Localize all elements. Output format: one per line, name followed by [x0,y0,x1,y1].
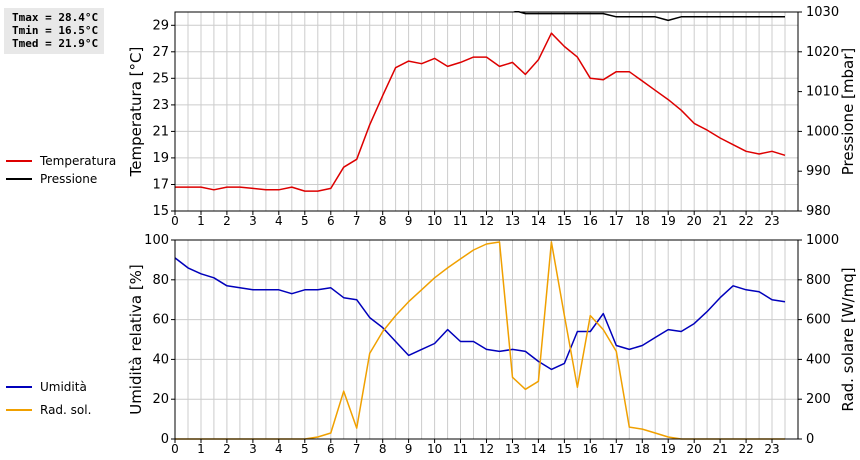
x-tick-label: 14 [531,214,546,228]
legend-label-temperatura: Temperatura [40,154,117,168]
series-line-temperatura [175,32,786,192]
x-tick-label: 5 [301,442,309,456]
y-right-tick-label: 980 [806,204,831,219]
y-tick-label: 15 [152,204,169,219]
x-tick-label: 7 [353,442,361,456]
x-tick-label: 21 [712,442,727,456]
chart-panel-top: 0 1 2 3 4 5 6 7 8 9 10 11 12 13 14 15 16 17 18 19 20 21 22 2315… [127,5,857,228]
y-right-tick-label: 1030 [806,5,839,20]
x-tick-label: 1 [197,442,205,456]
x-tick-label: 11 [453,442,468,456]
x-tick-label: 6 [327,442,335,456]
series-line-pressione [513,11,785,22]
y-right-tick-label: 800 [806,273,831,288]
x-tick-label: 8 [379,214,387,228]
y-right-tick-label: 1010 [806,85,839,100]
x-tick-label: 13 [505,214,520,228]
x-tick-label: 5 [301,214,309,228]
x-tick-label: 9 [405,442,413,456]
y-right-tick-label: 1000 [806,233,839,248]
y-tick-label: 19 [152,151,169,166]
x-tick-label: 19 [661,214,676,228]
y-right-tick-label: 1000 [806,124,839,139]
x-tick-label: 4 [275,442,283,456]
y-right-axis-title: Pressione [mbar] [839,48,857,176]
y-tick-label: 25 [152,71,169,86]
x-tick-label: 16 [583,442,598,456]
stats-box: Tmax = 28.4°C Tmin = 16.5°C Tmed = 21.9°… [4,8,104,54]
y-right-tick-label: 1020 [806,45,839,60]
y-right-axis-title: Rad. solare [W/mq] [839,267,857,411]
y-tick-label: 17 [152,178,169,193]
y-right-tick-label: 200 [806,392,831,407]
chart-panel-bottom: 0 1 2 3 4 5 6 7 8 9 10 11 12 13 14 15 16 17 18 19 20 21 22 2302… [127,233,857,456]
x-tick-label: 12 [479,214,494,228]
x-tick-label: 9 [405,214,413,228]
x-tick-label: 20 [687,442,702,456]
y-axis-title: Temperatura [°C] [127,47,145,178]
x-tick-label: 2 [223,442,231,456]
y-right-tick-label: 600 [806,313,831,328]
x-tick-label: 18 [635,214,650,228]
y-tick-label: 40 [152,352,169,367]
y-tick-label: 100 [144,233,169,248]
y-right-tick-label: 0 [806,432,814,447]
x-tick-label: 14 [531,442,546,456]
y-tick-label: 23 [152,98,169,113]
x-tick-label: 4 [275,214,283,228]
x-tick-label: 12 [479,442,494,456]
x-tick-label: 23 [764,442,779,456]
series-line-umidita [175,257,786,371]
y-tick-label: 27 [152,45,169,60]
legend-swatch-umidita [6,386,32,388]
x-tick-label: 22 [738,214,753,228]
series-line-rad-sol [175,241,785,440]
x-tick-label: 11 [453,214,468,228]
y-axis-title: Umidità relativa [%] [127,264,145,415]
x-tick-label: 0 [171,214,179,228]
y-right-tick-label: 990 [806,164,831,179]
legend-label-umidita: Umidità [40,380,87,394]
y-tick-label: 20 [152,392,169,407]
stat-tmax: Tmax = 28.4°C [12,11,99,24]
x-tick-label: 6 [327,214,335,228]
x-tick-label: 22 [738,442,753,456]
stat-tmin: Tmin = 16.5°C [12,24,99,37]
legend-swatch-rad-sol [6,409,32,411]
x-tick-label: 2 [223,214,231,228]
x-tick-label: 1 [197,214,205,228]
legend-swatch-temperatura [6,160,32,162]
x-tick-label: 15 [557,442,572,456]
x-tick-label: 10 [427,442,442,456]
x-tick-label: 21 [712,214,727,228]
x-tick-label: 13 [505,442,520,456]
x-tick-label: 8 [379,442,387,456]
x-tick-label: 10 [427,214,442,228]
y-tick-label: 21 [152,124,169,139]
x-tick-label: 18 [635,442,650,456]
x-tick-label: 17 [609,214,624,228]
x-tick-label: 0 [171,442,179,456]
x-tick-label: 15 [557,214,572,228]
y-tick-label: 80 [152,273,169,288]
x-tick-label: 3 [249,442,257,456]
y-tick-label: 0 [161,432,169,447]
x-tick-label: 20 [687,214,702,228]
x-tick-label: 7 [353,214,361,228]
x-tick-label: 17 [609,442,624,456]
x-tick-label: 3 [249,214,257,228]
y-tick-label: 29 [152,18,169,33]
x-tick-label: 19 [661,442,676,456]
y-tick-label: 60 [152,313,169,328]
legend-label-rad-sol: Rad. sol. [40,403,92,417]
x-tick-label: 16 [583,214,598,228]
stat-tmed: Tmed = 21.9°C [12,37,99,50]
legend-swatch-pressione [6,178,32,180]
y-right-tick-label: 400 [806,352,831,367]
x-tick-label: 23 [764,214,779,228]
legend-label-pressione: Pressione [40,172,98,186]
